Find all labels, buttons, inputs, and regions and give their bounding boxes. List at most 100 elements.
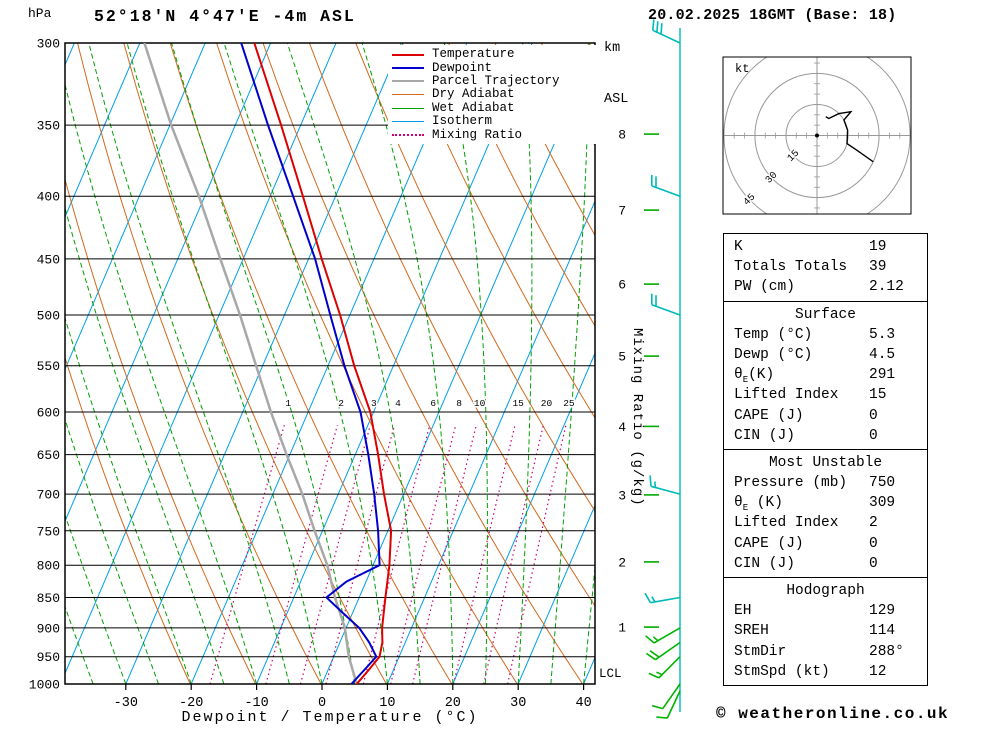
pressure-tick-label: 1000 bbox=[29, 678, 60, 693]
legend-item: Dry Adiabat bbox=[392, 88, 600, 101]
stat-row: Lifted Index 2 bbox=[724, 513, 927, 533]
temperature-tick-label: 40 bbox=[575, 696, 591, 711]
stats-section-title: Hodograph bbox=[786, 583, 865, 599]
wind-barb bbox=[650, 293, 681, 316]
stat-label: StmDir bbox=[734, 643, 787, 660]
legend-line-sample bbox=[392, 134, 424, 137]
stat-label: θE(K) bbox=[734, 367, 775, 386]
hodograph-trace bbox=[825, 110, 874, 163]
stats-section-indices: K 19 Totals Totals 39 PW (cm) 2.12 bbox=[724, 234, 927, 301]
km-tick-label: 2 bbox=[618, 555, 626, 570]
legend-line-sample bbox=[392, 107, 424, 109]
km-tick-label: 6 bbox=[618, 278, 626, 293]
hodograph-ring bbox=[723, 57, 911, 214]
legend: Temperature Dewpoint Parcel Trajectory Dry … bbox=[388, 45, 600, 144]
stat-label: EH bbox=[734, 603, 752, 620]
stat-label: Totals Totals bbox=[734, 259, 848, 276]
km-scale: 1 2 3 4 5 6 7 8 bbox=[618, 128, 659, 636]
stat-label: Lifted Index bbox=[734, 387, 839, 404]
temperature-tick-label: 30 bbox=[510, 696, 526, 711]
hodograph-ring-label: 15 bbox=[786, 148, 802, 164]
stat-label: SREH bbox=[734, 623, 769, 640]
stat-row: CIN (J) 0 bbox=[724, 554, 927, 574]
temperature-tick-label: 20 bbox=[445, 696, 461, 711]
stats-table: K 19 Totals Totals 39 PW (cm) 2.12 Surface Temp… bbox=[723, 233, 928, 686]
wind-barb bbox=[650, 174, 681, 197]
legend-line-sample bbox=[392, 53, 424, 56]
stat-label: Temp (°C) bbox=[734, 326, 813, 343]
copyright-link[interactable]: © weatheronline.co.uk bbox=[716, 705, 950, 723]
wind-barb bbox=[649, 475, 681, 495]
wind-barb bbox=[645, 641, 681, 661]
series-temperature bbox=[253, 43, 393, 684]
stat-row: CAPE (J) 0 bbox=[724, 406, 927, 426]
hodograph-ring bbox=[754, 72, 880, 199]
stat-value: 0 bbox=[869, 407, 878, 424]
wind-barb bbox=[652, 19, 681, 44]
stat-value: 114 bbox=[869, 623, 896, 640]
pressure-tick-label: 450 bbox=[37, 252, 60, 267]
mixing-ratio-value-label: 1 bbox=[285, 398, 291, 409]
temperature-tick-label: -20 bbox=[179, 696, 203, 711]
stat-label: Pressure (mb) bbox=[734, 475, 848, 492]
temperature-tick-label: 0 bbox=[318, 696, 326, 711]
mixing-ratio-value-label: 2 bbox=[338, 398, 344, 409]
legend-item: Mixing Ratio bbox=[392, 128, 600, 141]
stat-value: 0 bbox=[869, 555, 878, 572]
datetime-label: 20.02.2025 18GMT (Base: 18) bbox=[648, 7, 897, 24]
wind-barb bbox=[645, 627, 681, 644]
legend-label: Dewpoint bbox=[432, 60, 493, 75]
hodograph-origin-dot bbox=[815, 133, 819, 138]
stats-section-hodograph: Hodograph EH 129 SREH 114 StmDir 288° StmSpd (k… bbox=[724, 577, 927, 685]
wind-barb bbox=[651, 683, 681, 710]
stat-value: 129 bbox=[869, 603, 896, 620]
pressure-tick-label: 750 bbox=[37, 524, 60, 539]
stat-value: 39 bbox=[869, 259, 887, 276]
temperature-tick-label: -10 bbox=[244, 696, 268, 711]
legend-item: Wet Adiabat bbox=[392, 100, 600, 115]
stat-row: Pressure (mb) 750 bbox=[724, 473, 927, 493]
legend-label: Mixing Ratio bbox=[432, 127, 523, 142]
legend-line-sample bbox=[392, 121, 424, 123]
asl-unit-label: ASL bbox=[604, 92, 629, 107]
wind-barb bbox=[648, 656, 681, 679]
plot-border bbox=[64, 42, 596, 685]
pressure-tick-label: 700 bbox=[37, 488, 60, 503]
stat-value: 19 bbox=[869, 239, 887, 255]
legend-line-sample bbox=[392, 67, 424, 70]
series-parcel-trajectory bbox=[143, 43, 358, 684]
stat-row: CAPE (J) 0 bbox=[724, 534, 927, 554]
temperature-tick-label: 10 bbox=[379, 696, 395, 711]
legend-item: Isotherm bbox=[392, 115, 600, 128]
stat-value: 4.5 bbox=[869, 346, 896, 363]
stat-row: Temp (°C) 5.3 bbox=[724, 325, 927, 345]
lcl-label: LCL bbox=[599, 667, 622, 681]
legend-label: Parcel Trajectory bbox=[432, 73, 560, 88]
stat-label: CIN (J) bbox=[734, 555, 795, 572]
km-tick-label: 4 bbox=[618, 420, 626, 435]
pressure-tick-label: 550 bbox=[37, 359, 60, 374]
mixing-ratio-value-label: 8 bbox=[456, 398, 462, 409]
pressure-tick-label: 650 bbox=[37, 448, 60, 463]
mixing-ratio-value-label: 25 bbox=[563, 398, 575, 409]
stat-row: SREH 114 bbox=[724, 621, 927, 641]
legend-label: Wet Adiabat bbox=[432, 100, 515, 115]
stat-row: EH 129 bbox=[724, 601, 927, 621]
stat-label: PW (cm) bbox=[734, 279, 795, 296]
pressure-tick-label: 300 bbox=[37, 37, 60, 52]
km-tick-label: 5 bbox=[618, 350, 626, 365]
km-tick-label: 1 bbox=[618, 621, 626, 636]
stat-row: StmDir 288° bbox=[724, 642, 927, 662]
stat-label: CAPE (J) bbox=[734, 407, 804, 424]
hodograph-border bbox=[722, 56, 912, 215]
pressure-tick-label: 400 bbox=[37, 190, 60, 205]
stats-section-title: Surface bbox=[795, 306, 856, 323]
wind-barb bbox=[656, 690, 681, 719]
stats-section-surface: Surface Temp (°C) 5.3 Dewp (°C) 4.5 θE(K) 291 L… bbox=[724, 300, 927, 449]
mixing-ratio-value-label: 6 bbox=[430, 398, 436, 409]
stat-value: 309 bbox=[869, 495, 896, 512]
wind-barbs bbox=[644, 19, 681, 719]
mixing-ratio-value-label: 15 bbox=[512, 398, 524, 409]
